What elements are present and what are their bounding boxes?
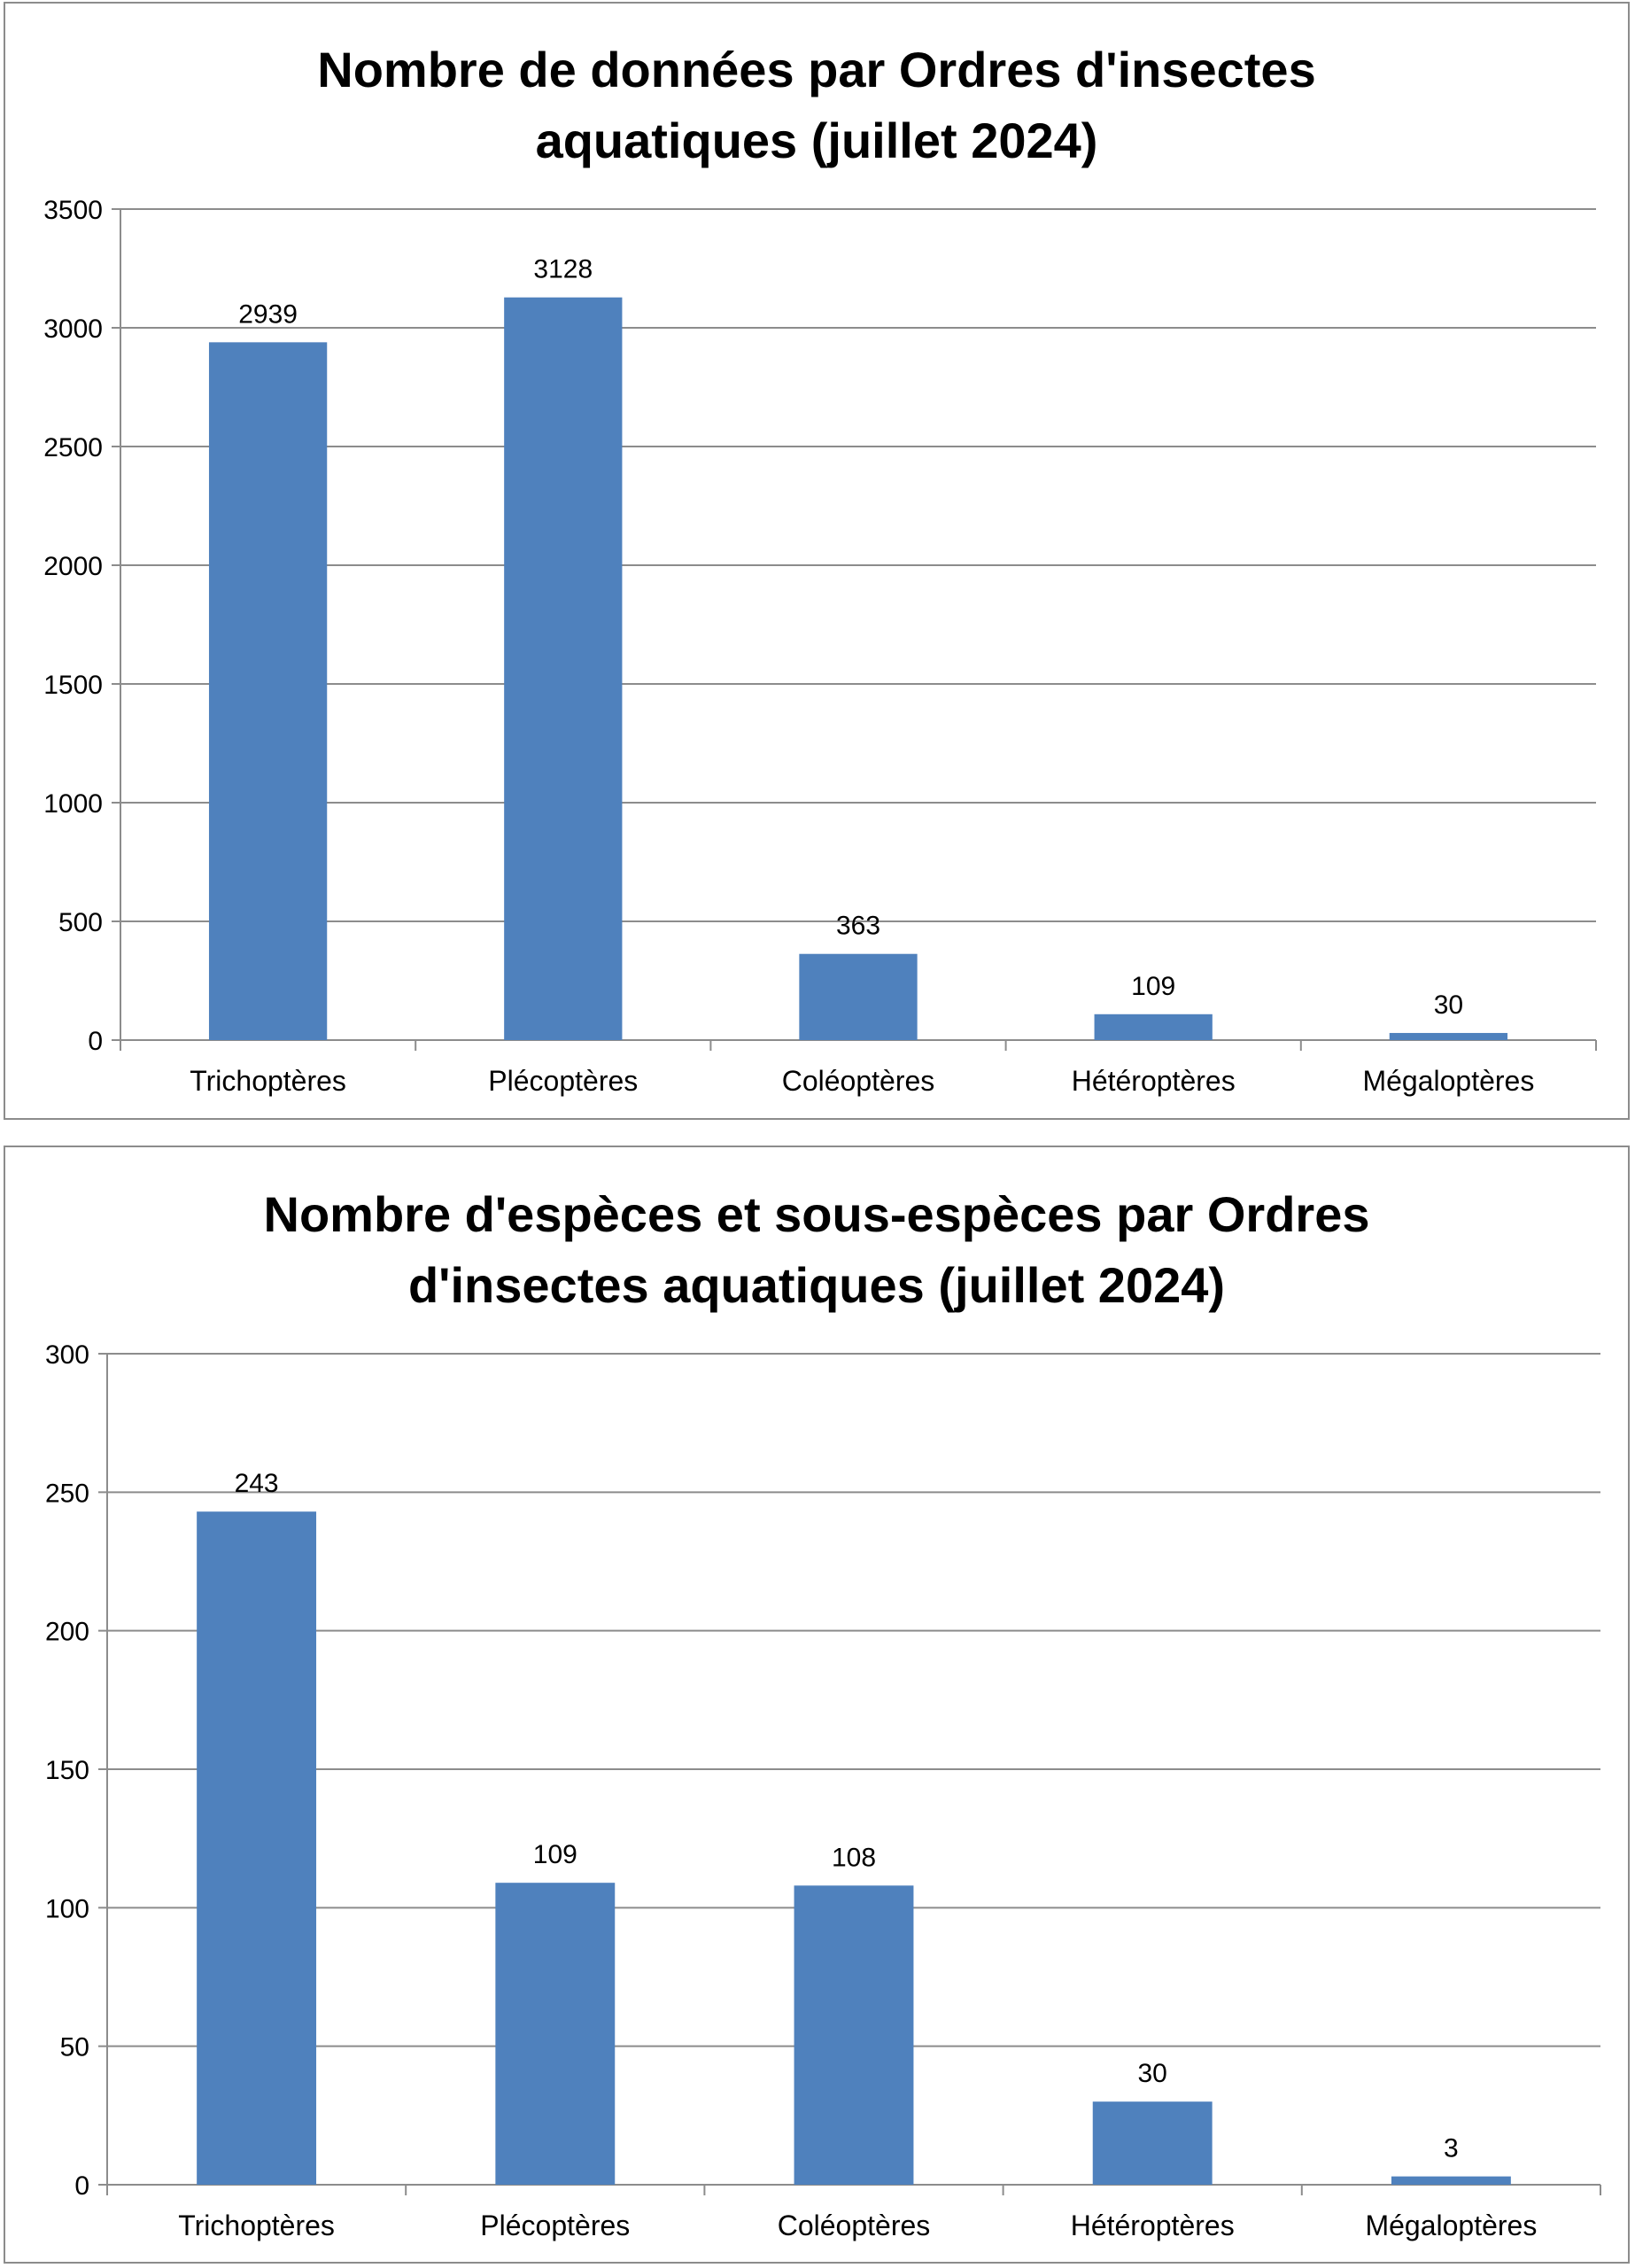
bar (1389, 1032, 1508, 1040)
bar (794, 1885, 914, 2185)
x-category-label: Mégaloptères (1365, 2210, 1537, 2241)
y-tick-label: 100 (45, 1894, 89, 1923)
bar (197, 1511, 317, 2185)
bar (1094, 1014, 1213, 1040)
data-label: 2939 (238, 299, 298, 329)
data-label: 243 (235, 1469, 279, 1498)
x-category-label: Plécoptères (480, 2210, 630, 2241)
chart-title-line-1: Nombre d'espèces et sous-espèces par Ord… (263, 1186, 1370, 1242)
x-category-label: Hétéroptères (1071, 2210, 1235, 2241)
y-tick-label: 200 (45, 1618, 89, 1647)
chart-title-line-2: d'insectes aquatiques (juillet 2024) (407, 1257, 1226, 1313)
bar (504, 297, 623, 1040)
y-tick-label: 300 (45, 1340, 89, 1370)
y-tick-label: 2500 (43, 433, 103, 462)
data-label: 109 (1131, 972, 1175, 1001)
bar-chart-especes: 0 50 100 150 200 250 300 243 Trichoptères 109 Pléc… (45, 1340, 1601, 2241)
chart-title-line-1: Nombre de données par Ordres d'insectes (317, 42, 1316, 97)
chart-panel-especes: Nombre d'espèces et sous-espèces par Ord… (4, 1146, 1630, 2264)
y-tick-label: 250 (45, 1479, 89, 1508)
x-category-label: Trichoptères (178, 2210, 335, 2241)
x-category-label: Plécoptères (488, 1065, 638, 1097)
y-tick-label: 2000 (43, 552, 103, 581)
data-label: 108 (832, 1843, 876, 1872)
chart-panel-donnees: Nombre de données par Ordres d'insectes … (4, 2, 1630, 1120)
y-tick-label: 3500 (43, 196, 103, 225)
bar (1391, 2176, 1511, 2185)
chart-title-line-2: aquatiques (juillet 2024) (535, 113, 1098, 168)
x-category-label: Trichoptères (190, 1065, 346, 1097)
y-tick-label: 150 (45, 1756, 89, 1785)
x-category-label: Coléoptères (782, 1065, 935, 1097)
chart-title: Nombre de données par Ordres d'insectes … (5, 35, 1628, 176)
bar (799, 953, 918, 1040)
x-category-label: Hétéroptères (1072, 1065, 1236, 1097)
y-tick-label: 0 (88, 1027, 103, 1056)
x-category-label: Mégaloptères (1362, 1065, 1534, 1097)
data-label: 109 (533, 1840, 577, 1869)
data-label: 3128 (533, 255, 593, 284)
bar (1092, 2101, 1213, 2185)
bar (495, 1883, 616, 2185)
y-tick-label: 500 (58, 908, 103, 937)
data-label: 363 (836, 912, 880, 941)
y-tick-label: 50 (60, 2033, 89, 2062)
data-label: 30 (1138, 2059, 1167, 2088)
data-label: 30 (1434, 990, 1463, 1020)
data-label: 3 (1444, 2134, 1459, 2163)
bar (208, 342, 328, 1040)
y-tick-label: 3000 (43, 315, 103, 344)
x-category-label: Coléoptères (778, 2210, 931, 2241)
y-tick-label: 1500 (43, 671, 103, 700)
y-tick-label: 0 (74, 2171, 89, 2201)
y-tick-label: 1000 (43, 789, 103, 819)
bar-chart-donnees: 0 500 1000 1500 2000 2500 3000 3500 2939 Trichopt… (43, 196, 1597, 1097)
chart-title: Nombre d'espèces et sous-espèces par Ord… (5, 1179, 1628, 1321)
